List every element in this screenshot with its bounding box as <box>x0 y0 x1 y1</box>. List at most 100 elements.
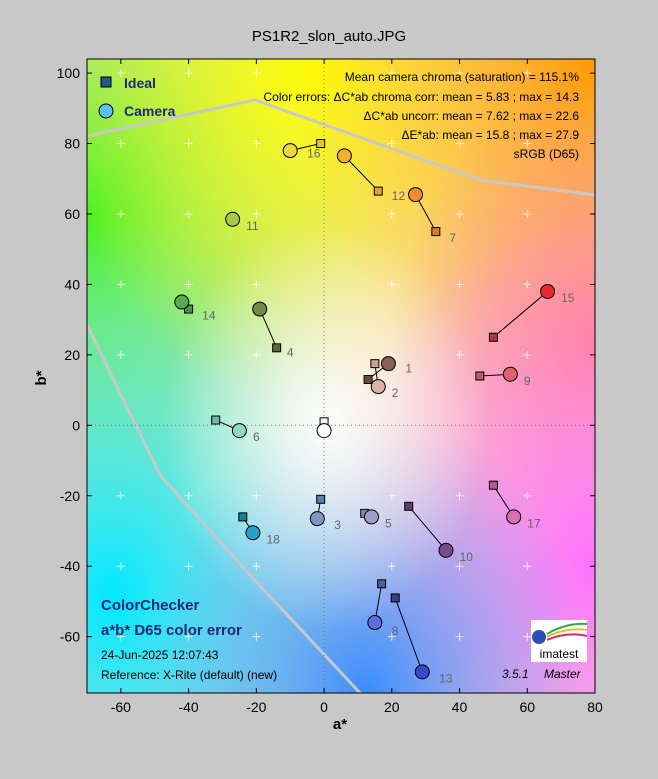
grid-cross <box>387 139 396 148</box>
grid-cross <box>523 562 532 571</box>
x-tick-label: 60 <box>519 699 535 715</box>
color-gamut-background <box>87 59 595 693</box>
point-label: 14 <box>202 309 216 323</box>
camera-marker <box>367 615 383 631</box>
x-tick-label: 40 <box>452 699 468 715</box>
camera-marker <box>438 542 454 558</box>
point-label: 15 <box>561 291 575 305</box>
plot-frame <box>86 58 596 694</box>
ideal-marker <box>316 494 326 504</box>
x-tick-label: 20 <box>384 699 400 715</box>
ideal-marker <box>363 375 373 385</box>
error-line <box>408 505 447 551</box>
grid-cross <box>252 350 261 359</box>
grid-cross <box>387 209 396 218</box>
camera-marker <box>414 664 430 680</box>
grid-cross <box>387 491 396 500</box>
edition-text: Master <box>544 667 582 681</box>
colorchecker-name: ColorChecker <box>101 597 200 614</box>
grid-cross <box>184 491 193 500</box>
info-chroma-uncorr: ΔC*ab uncorr: mean = 7.62 ; max = 22.6 <box>364 109 580 123</box>
grid-cross <box>184 139 193 148</box>
legend-ideal-label: Ideal <box>124 75 156 91</box>
y-axis-label: b* <box>33 370 50 385</box>
x-tick-label: 80 <box>587 699 603 715</box>
camera-marker <box>174 294 190 310</box>
grid-cross <box>252 562 261 571</box>
legend-camera-marker <box>98 103 114 119</box>
imatest-logo: imatest <box>531 620 588 662</box>
camera-marker <box>370 379 386 395</box>
camera-marker <box>336 148 352 164</box>
x-axis-label: a* <box>333 716 347 733</box>
x-tick-label: -20 <box>246 699 266 715</box>
grid-cross <box>523 209 532 218</box>
point-label: 9 <box>524 374 531 388</box>
ideal-marker <box>377 579 387 589</box>
point-label: 7 <box>449 231 456 245</box>
point-label: 3 <box>334 518 341 532</box>
camera-marker <box>225 211 241 227</box>
point-label: 13 <box>439 671 453 685</box>
grid-cross <box>387 280 396 289</box>
ideal-marker <box>404 501 414 511</box>
colorchecker-subtitle: a*b* D65 color error <box>101 622 242 639</box>
ideal-marker <box>488 332 498 342</box>
y-tick-label: 60 <box>64 206 80 222</box>
grid-cross <box>184 350 193 359</box>
camera-marker <box>502 366 518 382</box>
grid-cross <box>116 209 125 218</box>
srgb-gamut-boundary-top <box>87 98 595 197</box>
point-label: 6 <box>253 430 260 444</box>
grid-cross <box>523 491 532 500</box>
grid-cross <box>523 280 532 289</box>
point-label: 5 <box>385 516 392 530</box>
grid-cross <box>523 350 532 359</box>
camera-marker <box>363 509 379 525</box>
grid-cross <box>387 632 396 641</box>
grid-cross <box>523 139 532 148</box>
grid-cross <box>184 280 193 289</box>
reference-text: Reference: X-Rite (default) (new) <box>101 668 277 682</box>
y-tick-label: -20 <box>60 488 80 504</box>
grid-cross <box>387 562 396 571</box>
y-tick-label: 40 <box>64 276 80 292</box>
legend-camera-label: Camera <box>124 103 176 119</box>
ideal-marker <box>390 593 400 603</box>
axes: -60 -40 -20 0 20 40 60 80 -60 -40 -20 0 20 40 60 80 100 <box>57 59 603 715</box>
grid-cross <box>455 350 464 359</box>
camera-marker <box>231 423 247 439</box>
grid-cross <box>252 280 261 289</box>
grid-cross <box>116 350 125 359</box>
ideal-marker <box>211 415 221 425</box>
legend-ideal-marker <box>100 76 112 88</box>
ideal-marker <box>373 186 383 196</box>
point-label: 10 <box>460 550 474 564</box>
camera-marker <box>316 423 332 439</box>
grid-cross <box>455 491 464 500</box>
grid-cross <box>387 69 396 78</box>
grid-cross <box>523 632 532 641</box>
y-tick-label: -60 <box>60 629 80 645</box>
camera-marker <box>540 283 556 299</box>
camera-marker <box>252 301 268 317</box>
grid-cross <box>184 209 193 218</box>
grid-cross <box>523 69 532 78</box>
x-tick-label: -60 <box>111 699 131 715</box>
grid-cross <box>455 209 464 218</box>
info-delta-e: ΔE*ab: mean = 15.8 ; max = 27.9 <box>402 128 580 142</box>
grid-cross <box>252 69 261 78</box>
y-tick-label: 100 <box>57 65 81 81</box>
y-tick-label: 0 <box>72 417 80 433</box>
error-line <box>493 291 548 338</box>
grid-cross <box>252 209 261 218</box>
point-label: 17 <box>527 516 541 530</box>
point-label: 8 <box>392 624 399 638</box>
x-tick-label: -40 <box>178 699 198 715</box>
timestamp: 24-Jun-2025 12:07:43 <box>101 648 219 662</box>
grid-cross <box>116 562 125 571</box>
ideal-marker <box>370 359 380 369</box>
ideal-marker <box>431 227 441 237</box>
ideal-marker <box>475 371 485 381</box>
